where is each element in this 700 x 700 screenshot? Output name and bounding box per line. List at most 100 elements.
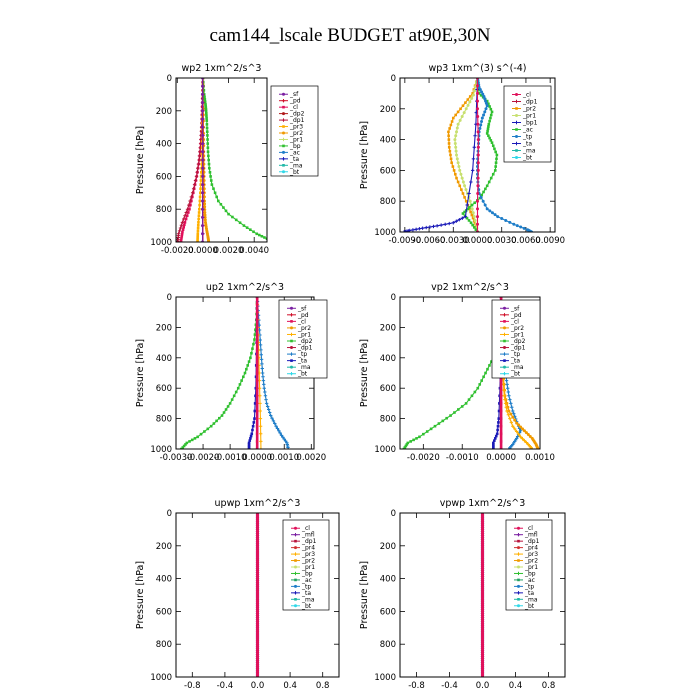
legend-entry: _tp [510, 351, 520, 358]
legend-entry: _ta [289, 156, 299, 163]
series-tp-point [507, 394, 511, 398]
legend-entry: _cl [289, 104, 298, 111]
series-cl-point [256, 628, 259, 632]
series-cl-point [481, 632, 484, 636]
series-bp-point [205, 119, 209, 122]
series-bp-point [255, 232, 259, 236]
y-tick-label: 400 [156, 140, 172, 150]
series-cl-point [481, 648, 484, 652]
series-pr2-point [513, 418, 517, 422]
legend-entry: _bp [301, 570, 313, 577]
series-bp1-point [469, 180, 473, 184]
y-tick-label: 200 [380, 105, 396, 115]
series-dp2-point [240, 379, 243, 382]
series-dp2-point [406, 441, 410, 445]
series-cl-point [499, 297, 503, 299]
legend-entry: _ac [522, 127, 533, 134]
series-tp-point [484, 107, 488, 111]
series-tp-point [515, 224, 519, 228]
series-ac-point [465, 216, 469, 220]
series-ac-point [468, 206, 471, 209]
panel-grid: wp2 1xm^2/s^3 Pressure [hPa] 0 200 400 600 800… [135, 63, 566, 691]
series-cl-point [476, 122, 480, 126]
series-ta-point [496, 428, 499, 432]
y-tick-label: 1000 [150, 673, 172, 683]
series-tp-point [270, 416, 274, 420]
series-bp1-point [451, 221, 455, 225]
series-cl-point [255, 297, 259, 299]
series-cl-point [256, 657, 259, 661]
series-pr2-point [203, 215, 207, 219]
series-bp-point [222, 206, 225, 209]
series-ac-point [463, 210, 466, 214]
series-cl-point [256, 652, 259, 656]
legend-entry: _pd [289, 98, 301, 105]
series-sf-point [201, 133, 205, 137]
series-dp2-point [464, 402, 468, 405]
series-pr1-point [472, 89, 476, 93]
series-bp-point [209, 179, 213, 182]
series-cl-point [255, 326, 259, 329]
legend-marker [294, 526, 297, 530]
series-cl-point [256, 632, 259, 636]
series-dp2-point [180, 447, 183, 449]
series-cl-point [481, 593, 484, 597]
series-tp-point [259, 357, 264, 362]
series-pr2-point [471, 216, 475, 220]
series-pr3-point [198, 203, 201, 207]
series-dp2-point [184, 443, 187, 446]
series-dp1-point [190, 191, 195, 195]
legend-marker [517, 578, 520, 582]
series-pr1-point [455, 157, 459, 161]
series-cl-point [481, 628, 484, 632]
legend-entry: _pr1 [524, 564, 538, 571]
series-ac-point [489, 113, 493, 117]
y-tick-label: 600 [156, 384, 172, 394]
series-cl-point [256, 603, 259, 607]
x-tick-label: -0.0020 [187, 453, 220, 463]
series-tp-point [484, 101, 488, 105]
series-pr3-point [198, 195, 202, 199]
series-ta-point [249, 434, 253, 438]
series-bp-point [260, 234, 264, 238]
y-tick-label: 1000 [374, 228, 396, 238]
series-dp2-point [206, 427, 210, 431]
series-sf-point [201, 150, 205, 154]
series-ac-point [485, 99, 489, 103]
series-pr1-point [514, 429, 519, 434]
panel-title: wp2 1xm^2/s^3 [182, 63, 262, 74]
series-pr3-point [198, 199, 202, 203]
series-dp1-point [185, 207, 190, 211]
series-ta-point [251, 424, 255, 428]
legend-entry: _mfl [524, 532, 538, 539]
series-dp2-point [193, 437, 197, 440]
series-cl-point [481, 609, 484, 613]
x-tick-label: 0.0010 [269, 453, 299, 463]
series-dp1-point [176, 239, 180, 242]
series-cl-point [481, 558, 484, 562]
series-ac-point [488, 105, 491, 108]
series-cl-point [256, 609, 259, 613]
series-pr1-point [472, 215, 476, 219]
series-dp2-point [252, 342, 255, 346]
series-pr1-point [508, 416, 512, 421]
series-cl-point [476, 161, 480, 165]
series-cl-point [256, 564, 259, 568]
series-bp-point [202, 89, 206, 92]
series-cl-point [481, 581, 484, 585]
series-tp-point [286, 447, 290, 449]
series-tp-point [279, 433, 284, 438]
series-bp-point [231, 215, 234, 219]
series-dp1-point [181, 217, 186, 221]
series-cl-point [256, 581, 259, 585]
series-cl-point [256, 667, 259, 671]
series-ta-point [492, 446, 495, 449]
series-cl-point [481, 579, 484, 583]
series-ta-point [250, 432, 254, 436]
series-tp-point [259, 353, 263, 357]
legend-marker [517, 546, 520, 550]
series-dp2-point [181, 446, 185, 449]
series-cl-point [181, 230, 184, 234]
series-cl-point [255, 402, 259, 405]
series-cl-point [481, 583, 484, 587]
